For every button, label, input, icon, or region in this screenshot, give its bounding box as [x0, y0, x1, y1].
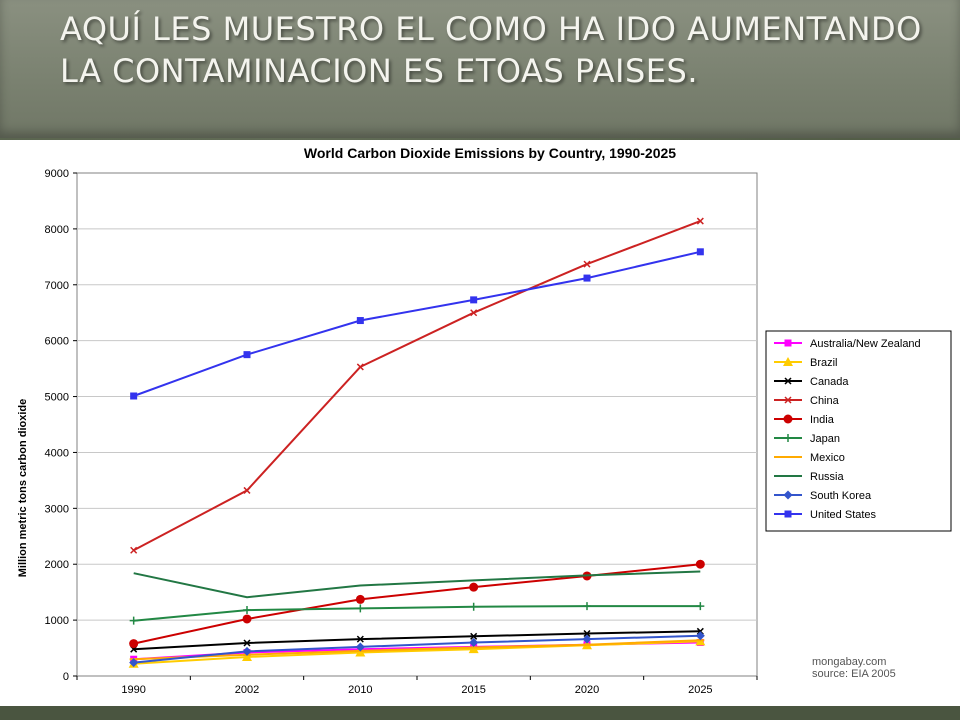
plot-area: 0 1000 2000 3000 4000 5000 6000 7000 8000 9000 199…: [45, 168, 758, 696]
data-point-south-korea: [582, 634, 592, 644]
data-point-brazil: [468, 644, 479, 654]
legend-label: Russia: [810, 471, 845, 483]
data-point-south-korea: [242, 646, 252, 656]
data-point-united-states: [356, 317, 364, 325]
data-point-south-korea: [469, 637, 479, 647]
legend-marker: [783, 357, 793, 366]
legend-marker: [784, 377, 792, 385]
data-point-canada: [356, 635, 364, 643]
chart-panel: World Carbon Dioxide Emissions by Countr…: [0, 140, 960, 706]
data-point-canada: [243, 639, 251, 647]
y-tick-label: 0: [63, 671, 69, 683]
series-line-mexico: [133, 639, 701, 661]
y-tick-label: 7000: [45, 280, 69, 292]
data-point-japan: [583, 602, 591, 611]
legend-marker: [784, 396, 792, 404]
legend-box: [765, 330, 952, 532]
data-point-india: [129, 639, 139, 649]
data-point-canada: [583, 629, 591, 638]
y-tick-label: 6000: [45, 336, 69, 348]
title-banner: AQUÍ LES MUESTRO EL COMO HA IDO AUMENTAN…: [0, 0, 960, 138]
data-point-brazil: [242, 651, 252, 661]
line-chart: World Carbon Dioxide Emissions by Countr…: [17, 145, 952, 696]
data-point-japan: [243, 606, 251, 615]
x-tick-label: 2025: [688, 684, 712, 696]
y-tick-label: 8000: [45, 224, 69, 236]
x-tick-label: 2002: [235, 684, 259, 696]
data-point-china: [130, 546, 138, 554]
x-tick-label: 2020: [575, 684, 599, 696]
x-tick-label: 1990: [121, 684, 145, 696]
legend-marker: [783, 490, 793, 500]
y-tick-label: 3000: [45, 503, 69, 515]
y-tick-label: 5000: [45, 392, 69, 404]
chart-legend: Australia/New Zealand Brazil Canada China In…: [765, 330, 952, 532]
data-point-china: [470, 309, 478, 317]
legend-label: Canada: [810, 376, 849, 388]
data-point-china: [356, 363, 364, 371]
data-point-united-states: [470, 296, 478, 304]
chart-title: World Carbon Dioxide Emissions by Countr…: [304, 145, 676, 161]
data-point-japan: [469, 602, 478, 611]
data-point-china: [696, 217, 704, 225]
data-point-united-states: [583, 274, 591, 282]
data-point-japan: [356, 604, 365, 613]
x-tick-label: 2010: [348, 684, 372, 696]
y-tick-label: 1000: [45, 615, 69, 627]
legend-label: Mexico: [810, 452, 845, 464]
legend-label: India: [810, 414, 835, 426]
data-point-india: [242, 614, 252, 624]
credit-source: source: EIA 2005: [812, 668, 896, 680]
series-line-canada: [133, 630, 701, 651]
data-point-united-states: [243, 351, 251, 359]
data-point-south-korea: [355, 642, 365, 652]
data-point-india: [695, 559, 705, 569]
data-point-china: [583, 260, 591, 268]
data-point-united-states: [130, 392, 138, 400]
legend-marker: [784, 339, 792, 347]
x-tick-label: 2015: [461, 684, 485, 696]
series-line-russia: [133, 570, 701, 599]
data-point-brazil: [355, 647, 366, 657]
source-credit: mongabay.com source: EIA 2005: [812, 656, 896, 680]
legend-label: Japan: [810, 433, 840, 445]
data-point-india: [469, 582, 479, 592]
y-tick-label: 9000: [45, 168, 69, 180]
legend-label: Australia/New Zealand: [810, 338, 921, 350]
data-point-japan: [129, 616, 138, 625]
legend-marker: [783, 414, 793, 424]
data-point-south-korea: [129, 658, 139, 668]
series-line-united-states: [133, 250, 701, 397]
data-point-united-states: [696, 248, 704, 256]
legend-label: China: [810, 395, 840, 407]
plot-frame: [76, 172, 758, 677]
y-tick-label: 4000: [45, 447, 69, 459]
bottom-strip: [0, 706, 960, 720]
series-line-japan: [133, 605, 701, 622]
data-point-india: [355, 594, 365, 604]
y-tick-label: 2000: [45, 559, 69, 571]
data-point-canada: [470, 632, 478, 640]
legend-label: Brazil: [810, 357, 838, 369]
data-point-china: [243, 486, 251, 494]
series-line-south-korea: [133, 634, 701, 664]
legend-label: South Korea: [810, 490, 872, 502]
legend-label: United States: [810, 509, 877, 521]
data-point-south-korea: [695, 631, 705, 641]
slide-title: AQUÍ LES MUESTRO EL COMO HA IDO AUMENTAN…: [60, 10, 922, 90]
credit-site: mongabay.com: [812, 656, 887, 668]
y-axis-label: Million metric tons carbon dioxide: [17, 399, 29, 577]
series-line-china: [133, 220, 701, 552]
legend-marker: [784, 434, 792, 442]
data-point-japan: [696, 602, 705, 611]
legend-marker: [784, 510, 792, 518]
